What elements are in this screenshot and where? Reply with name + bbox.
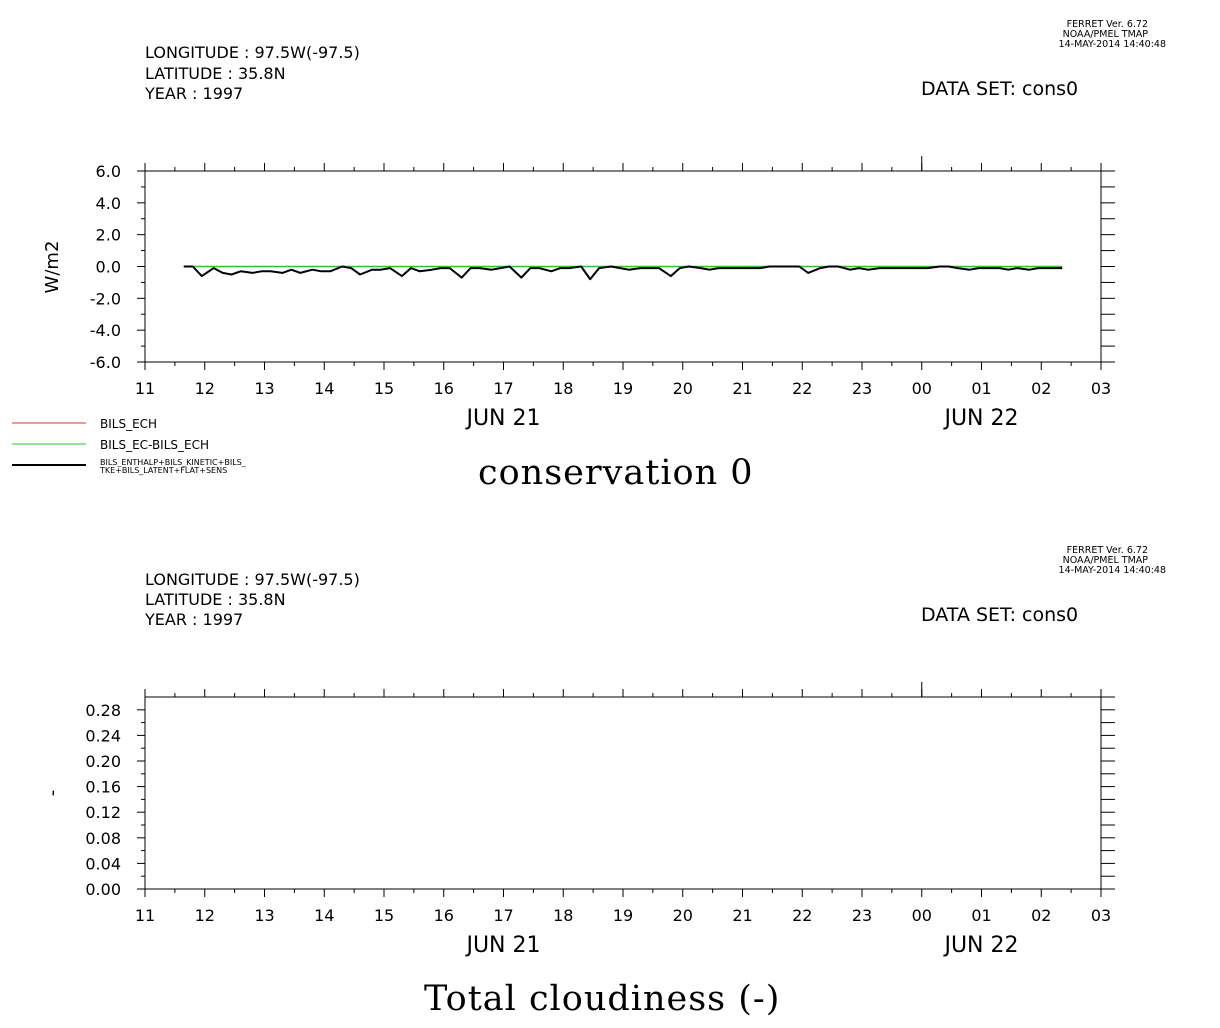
y-tick-label: 0.00 xyxy=(85,880,121,899)
latitude-label-2: LATITUDE : 35.8N xyxy=(145,590,286,609)
y-tick-label: 6.0 xyxy=(96,162,121,181)
chart-title-2: Total cloudiness (-) xyxy=(424,979,781,1019)
x-tick-label: 21 xyxy=(732,906,752,925)
x-tick-label: 21 xyxy=(732,379,752,398)
x-tick-label: 17 xyxy=(493,379,513,398)
ferret-version: FERRET Ver. 6.72 xyxy=(1066,19,1148,30)
ferret-timestamp: 14-MAY-2014 14:40:48 xyxy=(1058,565,1166,576)
x-tick-label: 18 xyxy=(553,379,573,398)
y-tick-label: 2.0 xyxy=(96,226,121,245)
y-tick-label: 0.12 xyxy=(85,803,121,822)
dataset-label-2: DATA SET: cons0 xyxy=(921,604,1079,626)
y-tick-label: 0.08 xyxy=(85,829,121,848)
y-tick-label: 0.04 xyxy=(85,854,121,873)
legend-label-energy-sum-line1: BILS_ENTHALP+BILS_KINETIC+BILS_ xyxy=(100,458,246,467)
latitude-label-1: LATITUDE : 35.8N xyxy=(145,64,286,83)
x-tick-label: 19 xyxy=(613,379,633,398)
year-label-2: YEAR : 1997 xyxy=(145,610,244,629)
year-label-1: YEAR : 1997 xyxy=(145,84,244,103)
x-tick-label: 00 xyxy=(912,906,932,925)
legend-label-energy-sum: BILS_ENTHALP+BILS_KINETIC+BILS_ TKE+BILS… xyxy=(100,459,246,475)
chart-title-1: conservation 0 xyxy=(478,453,754,493)
x-tick-label: 11 xyxy=(135,379,155,398)
y-tick-label: 0.0 xyxy=(96,258,121,277)
x-tick-label: 20 xyxy=(673,906,693,925)
x-tick-label: 02 xyxy=(1031,379,1051,398)
y-tick-label: 0.28 xyxy=(85,701,121,720)
y-axis-label: - xyxy=(42,790,63,797)
legend-label-bils-ec-diff: BILS_EC-BILS_ECH xyxy=(100,438,209,452)
x-tick-label: 13 xyxy=(254,906,274,925)
x-tick-label: 00 xyxy=(912,379,932,398)
x-tick-label: 18 xyxy=(553,906,573,925)
x-tick-label: 17 xyxy=(493,906,513,925)
y-tick-label: -2.0 xyxy=(90,289,121,308)
ferret-timestamp: 14-MAY-2014 14:40:48 xyxy=(1058,39,1166,50)
legend-label-bils-ech: BILS_ECH xyxy=(100,417,158,431)
x-tick-label: 11 xyxy=(135,906,155,925)
x-tick-label: 01 xyxy=(971,906,991,925)
longitude-label-2: LONGITUDE : 97.5W(-97.5) xyxy=(145,570,360,589)
longitude-label-1: LONGITUDE : 97.5W(-97.5) xyxy=(145,43,360,62)
ferret-stamp-2: FERRET Ver. 6.72 NOAA/PMEL TMAP 14-MAY-2… xyxy=(990,545,1166,576)
x-tick-label: 03 xyxy=(1091,379,1111,398)
y-tick-label: 0.20 xyxy=(85,752,121,771)
x-tick-label: 15 xyxy=(374,379,394,398)
y-tick-label: 4.0 xyxy=(96,194,121,213)
ferret-org: NOAA/PMEL TMAP xyxy=(1062,29,1148,40)
legend-label-energy-sum-line2: TKE+BILS_LATENT+FLAT+SENS xyxy=(100,466,228,475)
x-tick-label: 14 xyxy=(314,379,334,398)
x-date-label: JUN 21 xyxy=(464,933,540,958)
dataset-label-1: DATA SET: cons0 xyxy=(921,78,1079,100)
x-tick-label: 03 xyxy=(1091,906,1111,925)
x-tick-label: 23 xyxy=(852,379,872,398)
y-tick-label: 0.16 xyxy=(85,778,121,797)
y-tick-label: -4.0 xyxy=(90,321,121,340)
x-date-label: JUN 22 xyxy=(942,406,1018,431)
x-tick-label: 20 xyxy=(673,379,693,398)
x-tick-label: 23 xyxy=(852,906,872,925)
x-tick-label: 15 xyxy=(374,906,394,925)
x-date-label: JUN 21 xyxy=(464,406,540,431)
ferret-stamp-1: FERRET Ver. 6.72 NOAA/PMEL TMAP 14-MAY-2… xyxy=(990,19,1166,50)
x-tick-label: 01 xyxy=(971,379,991,398)
x-tick-label: 13 xyxy=(254,379,274,398)
x-tick-label: 19 xyxy=(613,906,633,925)
y-tick-label: 0.24 xyxy=(85,726,121,745)
plot-frame xyxy=(144,696,1102,890)
ferret-org: NOAA/PMEL TMAP xyxy=(1062,555,1148,566)
x-tick-label: 16 xyxy=(434,379,454,398)
series-line-3 xyxy=(183,265,1063,281)
x-tick-label: 14 xyxy=(314,906,334,925)
x-tick-label: 22 xyxy=(792,379,812,398)
x-date-label: JUN 22 xyxy=(942,933,1018,958)
x-tick-label: 16 xyxy=(434,906,454,925)
x-tick-label: 22 xyxy=(792,906,812,925)
x-tick-label: 02 xyxy=(1031,906,1051,925)
y-tick-label: -6.0 xyxy=(90,353,121,372)
x-tick-label: 12 xyxy=(195,379,215,398)
y-axis-label: W/m2 xyxy=(42,241,63,294)
x-tick-label: 12 xyxy=(195,906,215,925)
ferret-version: FERRET Ver. 6.72 xyxy=(1066,545,1148,556)
